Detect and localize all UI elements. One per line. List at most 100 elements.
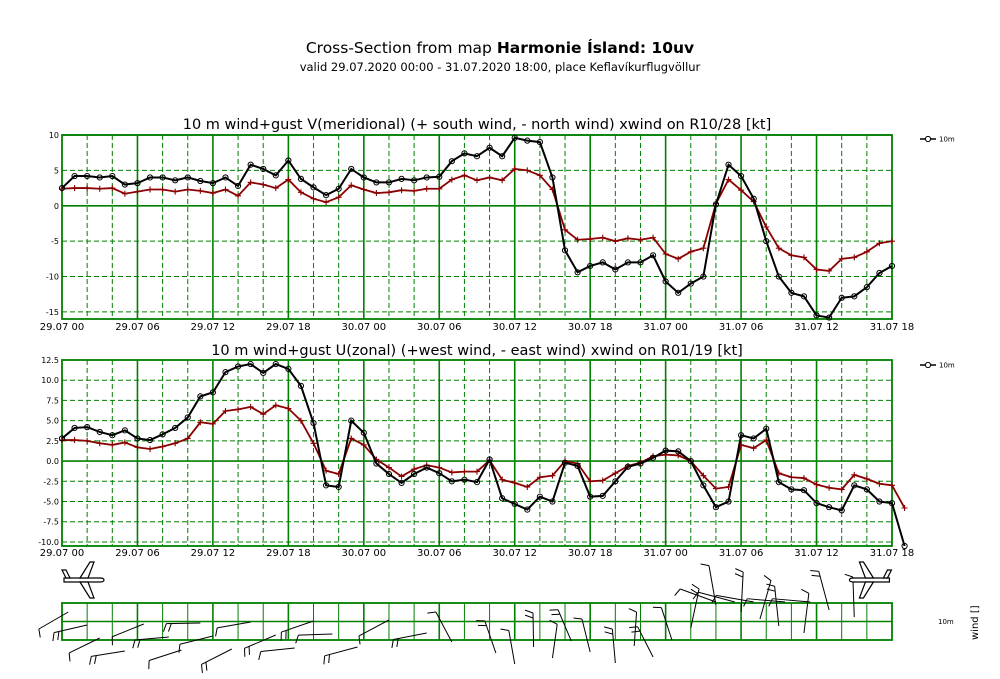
barb-flag <box>205 662 208 671</box>
data-point <box>649 454 657 461</box>
wind-barb <box>629 626 654 658</box>
data-point <box>71 185 78 192</box>
x-tick-label: 30.07 12 <box>492 322 537 333</box>
data-point <box>511 165 518 172</box>
barb-staff <box>747 598 786 603</box>
data-point <box>159 431 166 438</box>
data-point <box>826 484 833 491</box>
barb-staff <box>134 636 169 641</box>
y-tick-label: 5.0 <box>46 417 59 426</box>
airplane-wing-down <box>78 581 95 599</box>
data-point <box>222 369 229 376</box>
barb-staff <box>716 594 754 603</box>
series-line-gust <box>61 168 893 272</box>
barb-flag <box>551 613 561 616</box>
wind-barb <box>163 622 201 632</box>
barb-axis-label: wind [] <box>970 605 981 640</box>
barb-staff <box>660 607 673 641</box>
data-point <box>876 269 883 277</box>
x-tick-label: 30.07 18 <box>568 548 613 559</box>
data-point <box>511 134 518 141</box>
wind-barb <box>178 635 214 653</box>
barb-flag <box>258 651 262 660</box>
data-point <box>524 506 531 513</box>
barb-staff <box>740 572 744 613</box>
barb-flag <box>573 617 583 620</box>
x-tick-label: 30.07 06 <box>417 548 462 559</box>
legend-marker <box>924 361 932 369</box>
barb-staff <box>244 634 276 649</box>
y-tick-label: 0.0 <box>46 457 59 466</box>
data-point <box>888 500 896 507</box>
barb-flag <box>38 628 41 638</box>
data-point <box>511 479 518 486</box>
barb-flag <box>57 631 60 641</box>
wind-barb <box>391 632 427 648</box>
airplane-wing-down <box>858 581 875 599</box>
data-point <box>813 266 820 273</box>
series-line-10m <box>61 362 906 547</box>
barb-staff <box>179 635 214 645</box>
wind-barb <box>476 620 497 654</box>
data-point <box>838 294 845 301</box>
data-point <box>637 259 644 266</box>
wind-barb <box>549 619 558 659</box>
wind-barb <box>200 648 232 673</box>
wind-barb <box>38 611 69 638</box>
wind-barb <box>52 624 88 642</box>
panel-title: 10 m wind+gust U(zonal) (+west wind, - e… <box>211 343 743 359</box>
barb-staff <box>508 630 516 665</box>
data-point <box>247 161 254 168</box>
x-tick-label: 31.07 00 <box>643 322 688 333</box>
wind-barb <box>711 594 754 604</box>
data-point <box>134 444 141 451</box>
barb-flag <box>476 620 485 622</box>
barb-flag <box>137 639 141 648</box>
airplane-tail <box>882 569 893 579</box>
barb-staff <box>53 624 88 634</box>
data-point <box>612 238 619 245</box>
barb-staff <box>581 618 591 653</box>
x-tick-label: 29.07 00 <box>40 548 85 559</box>
data-point <box>486 174 493 181</box>
y-tick-label: -2.5 <box>43 477 59 486</box>
data-point <box>134 180 141 187</box>
data-point <box>109 441 116 448</box>
data-point <box>411 187 418 194</box>
data-point <box>763 238 770 245</box>
barb-staff <box>393 632 427 640</box>
wind-barb <box>604 626 616 664</box>
data-point <box>260 369 267 377</box>
barb-flag <box>628 608 637 613</box>
barb-flag <box>94 655 97 665</box>
y-tick-label: 12.5 <box>41 356 59 365</box>
airplane-icon <box>61 561 105 599</box>
y-tick-label: 0 <box>54 202 59 211</box>
data-point <box>901 504 908 511</box>
data-point <box>58 435 66 442</box>
data-point <box>662 451 669 458</box>
subtitle: valid 29.07.2020 00:00 - 31.07.2020 18:0… <box>299 60 701 74</box>
data-point <box>184 174 191 181</box>
wind-barb <box>243 634 276 657</box>
data-point <box>260 411 267 418</box>
main-title-model: Harmonie Ísland: 10uv <box>496 39 695 57</box>
barb-flag <box>690 588 699 595</box>
data-point <box>624 463 632 470</box>
data-point <box>84 172 91 180</box>
data-point <box>486 456 493 463</box>
barb-flag <box>243 648 246 657</box>
data-point <box>549 174 556 181</box>
data-point <box>624 259 632 266</box>
data-point <box>348 165 355 173</box>
data-point <box>800 475 807 482</box>
data-point <box>524 137 531 144</box>
data-point <box>172 440 179 447</box>
wind-barb <box>674 588 717 603</box>
x-tick-label: 31.07 00 <box>643 548 688 559</box>
barb-flag <box>524 609 534 614</box>
wind-barb <box>766 583 780 627</box>
wind-barb <box>844 573 855 618</box>
barb-staff <box>217 621 251 629</box>
y-tick-label: -5.0 <box>43 498 59 507</box>
